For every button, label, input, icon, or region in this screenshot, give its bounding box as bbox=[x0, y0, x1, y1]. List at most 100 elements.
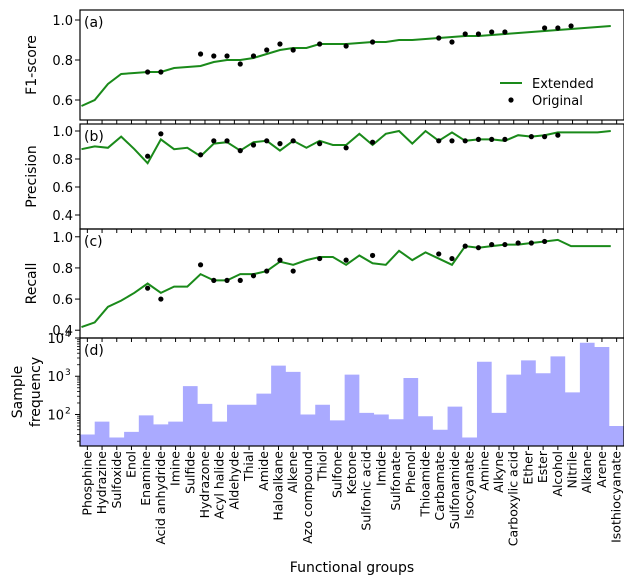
x-tick-label: Sulfide bbox=[182, 451, 197, 494]
original-point bbox=[224, 53, 230, 59]
x-tick-label: Sulfone bbox=[329, 451, 344, 498]
x-tick-label: Nitrile bbox=[565, 451, 580, 489]
x-axis-label: Functional groups bbox=[290, 560, 414, 576]
original-point bbox=[211, 53, 217, 59]
original-point bbox=[211, 138, 217, 144]
y-tick-exponent: 3 bbox=[65, 368, 71, 378]
x-tick-label: Arene bbox=[594, 451, 609, 488]
x-tick-label: Thiol bbox=[315, 451, 330, 482]
original-point bbox=[237, 61, 243, 67]
x-tick-label: Sulfoxide bbox=[109, 451, 124, 509]
original-point bbox=[145, 153, 151, 159]
x-tick-label: Imide bbox=[373, 451, 388, 486]
x-tick-label: Alkyne bbox=[491, 451, 506, 493]
original-point bbox=[502, 136, 508, 142]
original-point bbox=[475, 245, 482, 251]
legend: Extended Original bbox=[500, 77, 594, 109]
original-point bbox=[264, 47, 270, 53]
x-tick-label: Sulfonic acid bbox=[359, 451, 374, 531]
original-point bbox=[462, 31, 468, 37]
panel-a: 0.6 0.8 1.0 (a) F1-score Extended Original bbox=[24, 9, 624, 124]
y-axis-label: Sample bbox=[10, 366, 26, 419]
original-point bbox=[197, 262, 204, 268]
panel-label: (a) bbox=[84, 15, 104, 31]
original-point bbox=[462, 138, 468, 144]
original-point bbox=[158, 69, 164, 75]
panel-label: (d) bbox=[84, 343, 104, 359]
original-point bbox=[369, 139, 376, 145]
y-axis-label: F1-score bbox=[24, 35, 40, 95]
y-tick-label: 10 bbox=[47, 370, 64, 385]
original-point bbox=[489, 241, 495, 248]
x-tick-label: Ether bbox=[520, 450, 535, 484]
y-tick-exponent: 4 bbox=[65, 330, 71, 340]
original-point bbox=[542, 238, 548, 245]
original-point bbox=[515, 240, 521, 246]
original-point bbox=[290, 138, 296, 144]
x-tick-label: Enol bbox=[123, 451, 138, 478]
original-point bbox=[449, 39, 455, 45]
original-point bbox=[250, 273, 257, 279]
original-point bbox=[568, 23, 574, 29]
original-point bbox=[250, 142, 257, 148]
original-point bbox=[502, 29, 508, 35]
x-tick-label: Phosphine bbox=[79, 451, 94, 516]
x-tick-label: Amide bbox=[256, 451, 271, 491]
x-tick-label: Ketone bbox=[344, 451, 359, 495]
x-tick-label: Amine bbox=[476, 451, 491, 491]
original-point bbox=[250, 53, 257, 59]
x-tick-label: Ester bbox=[535, 450, 550, 483]
original-point bbox=[264, 138, 270, 144]
x-tick-label: Aldehyde bbox=[226, 451, 241, 510]
y-axis-label: Precision bbox=[24, 145, 40, 207]
y-tick-label: 0.6 bbox=[52, 94, 73, 109]
original-point bbox=[317, 41, 323, 47]
original-point bbox=[528, 134, 534, 140]
x-tick-label: Isothiocyanate bbox=[609, 451, 624, 543]
y-tick-label: 0.4 bbox=[52, 209, 73, 224]
original-point bbox=[290, 268, 296, 274]
x-tick-label: Azo compound bbox=[300, 451, 315, 544]
x-tick-label: Alcohol bbox=[550, 451, 565, 497]
x-tick-label: Imine bbox=[168, 451, 183, 486]
x-tick-label: Alkene bbox=[285, 451, 300, 493]
original-point bbox=[211, 277, 217, 283]
original-point bbox=[436, 138, 442, 144]
y-axis-label: frequency bbox=[28, 357, 44, 427]
original-point bbox=[277, 257, 283, 263]
original-point bbox=[369, 252, 376, 259]
x-tick-label: Enamine bbox=[138, 451, 153, 506]
y-tick-label: 1.0 bbox=[52, 125, 73, 140]
y-tick-label: 1.0 bbox=[52, 231, 73, 246]
legend-entry: Original bbox=[532, 94, 583, 109]
original-point bbox=[343, 43, 349, 49]
x-tick-label: Haloalkane bbox=[270, 451, 285, 521]
legend-entry: Extended bbox=[532, 77, 594, 92]
original-point bbox=[475, 31, 482, 37]
x-tick-label: Isocyanate bbox=[462, 451, 477, 519]
original-point bbox=[317, 255, 323, 262]
x-tick-labels: Phosphine Hydrazine Sulfoxide Enol Enamine Ac… bbox=[79, 450, 623, 546]
original-point bbox=[555, 25, 561, 31]
panel-c: 0.4 0.6 0.8 1.0 (c) Recall bbox=[24, 228, 624, 342]
y-tick-label: 0.8 bbox=[52, 54, 73, 69]
series-line-extended bbox=[81, 129, 611, 165]
y-tick-label: 0.6 bbox=[52, 181, 73, 196]
x-tick-label: Acid anhydride bbox=[153, 451, 168, 545]
y-axis-label: Recall bbox=[24, 263, 40, 305]
original-point bbox=[224, 277, 230, 283]
original-point bbox=[237, 148, 243, 154]
original-point bbox=[197, 51, 204, 57]
series-line-extended bbox=[81, 238, 611, 329]
x-tick-label: Carboxylic acid bbox=[506, 451, 521, 546]
y-tick-label: 0.8 bbox=[52, 153, 73, 168]
original-point bbox=[489, 29, 495, 35]
original-point bbox=[224, 138, 230, 144]
original-point bbox=[277, 141, 283, 147]
original-point bbox=[290, 47, 296, 53]
original-point bbox=[528, 240, 534, 246]
original-point bbox=[475, 136, 482, 142]
original-point bbox=[436, 251, 442, 257]
panel-label: (b) bbox=[84, 129, 104, 145]
